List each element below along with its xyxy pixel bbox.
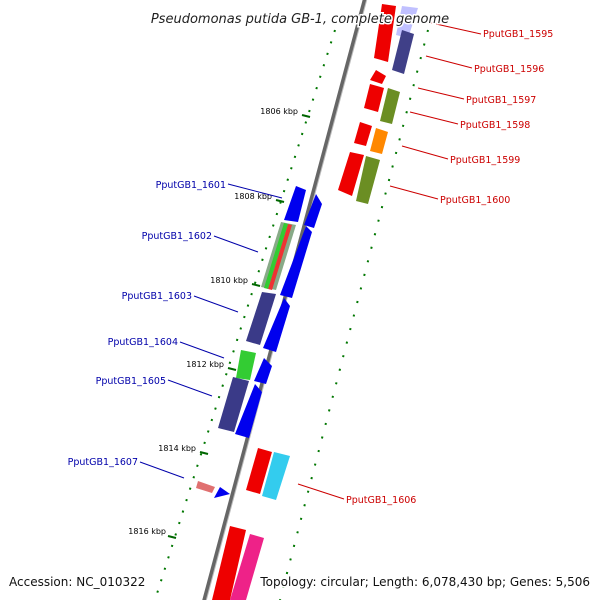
gene-label-1600: PputGB1_1600 [440,195,510,206]
gene-label-1599: PputGB1_1599 [450,155,520,166]
forward-gene-labels: PputGB1_1595 PputGB1_1596 PputGB1_1597 P… [346,29,553,506]
gene-block [370,128,388,154]
gene-label-1607: PputGB1_1607 [68,457,138,468]
gene-block [364,84,384,112]
gene-block [262,452,290,500]
gene-block [304,194,322,228]
kbp-label: 1814 kbp [158,444,196,453]
gene-label-1601: PputGB1_1601 [156,180,226,191]
reverse-strand-genes [196,186,322,498]
gene-block [263,298,290,352]
gene-block [236,350,256,380]
kbp-label: 1810 kbp [210,276,248,285]
kbp-label: 1806 kbp [260,107,298,116]
gene-block [264,223,288,289]
reverse-leader-lines [139,183,283,479]
gene-block [246,448,272,494]
gene-label-1604: PputGB1_1604 [108,337,178,348]
accession-text: Accession: NC_010322 [9,575,145,589]
gene-block [284,186,306,222]
leader-line [167,379,213,397]
gene-block [374,4,396,62]
gene-label-1602: PputGB1_1602 [142,231,212,242]
leader-line [389,185,439,200]
tick-mark [227,367,237,371]
kbp-label: 1812 kbp [186,360,224,369]
gene-block [218,377,249,432]
gene-label-1606: PputGB1_1606 [346,495,416,506]
gene-block [354,122,372,146]
map-title: Pseudomonas putida GB-1, complete genome [151,12,449,27]
tick-mark [167,535,177,539]
leader-line [417,87,465,100]
genome-backbone-highlight [205,0,368,600]
leader-line [401,145,449,160]
gene-block [235,384,262,438]
gene-block [196,481,215,493]
gene-block [254,358,272,384]
gene-block [356,156,380,204]
gene-block [268,224,292,290]
leader-line [193,295,239,313]
kbp-labels: 1806 kbp 1808 kbp 1810 kbp 1812 kbp 1814… [128,107,298,536]
tick-mark [275,199,285,203]
kbp-label: 1816 kbp [128,527,166,536]
inner-dotted-track [279,29,429,600]
gene-label-1605: PputGB1_1605 [96,376,166,387]
gene-label-1598: PputGB1_1598 [460,120,530,131]
forward-strand-genes [212,4,418,600]
kbp-tick-marks [167,114,311,539]
gene-block [396,6,418,38]
tick-mark [251,283,261,287]
leader-line [417,19,482,35]
gene-block [370,70,386,84]
gene-block [280,226,312,298]
leader-line [139,461,185,479]
tick-mark [301,114,311,118]
tick-mark [199,451,209,455]
gene-label-1596: PputGB1_1596 [474,64,544,75]
gene-block [380,88,400,124]
leader-line [409,111,459,125]
leader-line [425,55,473,69]
reverse-gene-labels: PputGB1_1601 PputGB1_1602 PputGB1_1603 P… [68,180,226,468]
gene-block [392,30,414,74]
forward-leader-lines [297,19,482,500]
gene-label-1597: PputGB1_1597 [466,95,536,106]
leader-line [213,235,259,253]
gene-label-1603: PputGB1_1603 [122,291,192,302]
gene-label-1595: PputGB1_1595 [483,29,553,40]
gene-block [212,526,246,600]
gene-block [338,152,364,196]
leader-line [297,483,345,500]
topology-text: Topology: circular; Length: 6,078,430 bp… [259,575,590,589]
leader-line [179,341,225,359]
kbp-label: 1808 kbp [234,192,272,201]
leader-line [227,183,283,199]
gene-block [230,534,264,600]
gene-block [214,487,230,498]
gene-block [246,292,276,345]
